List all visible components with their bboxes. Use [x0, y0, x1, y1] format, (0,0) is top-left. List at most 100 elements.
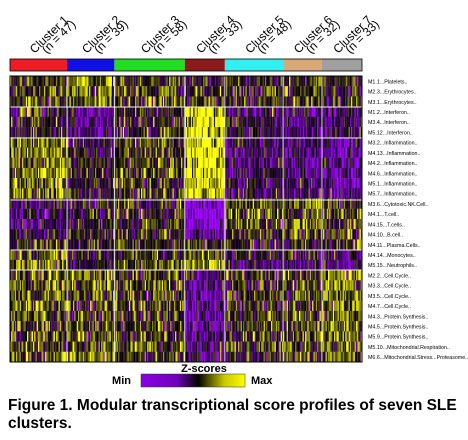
heatmap-cell [244, 157, 246, 169]
heatmap-cell [64, 96, 66, 107]
heatmap-cell [115, 96, 117, 107]
heatmap-cell [302, 219, 304, 230]
heatmap-cell [58, 198, 60, 209]
heatmap-cell [120, 198, 122, 209]
heatmap-cell [25, 208, 28, 220]
heatmap-cell [88, 188, 91, 199]
heatmap-cell [209, 188, 211, 199]
heatmap-cell [183, 106, 185, 117]
heatmap-cell [20, 157, 23, 169]
heatmap-cell [336, 147, 338, 158]
heatmap-cell [318, 167, 320, 179]
heatmap-cell [29, 167, 31, 179]
heatmap-cell [270, 198, 273, 209]
heatmap-cell [84, 157, 86, 169]
heatmap-cell [253, 157, 256, 169]
heatmap-cell [92, 147, 94, 158]
heatmap-cell [71, 106, 74, 117]
heatmap-cell [175, 86, 177, 97]
heatmap-cell [52, 178, 54, 189]
heatmap-cell [348, 198, 351, 209]
heatmap-cell [144, 116, 147, 128]
heatmap-cell [155, 76, 158, 87]
heatmap-cell [224, 127, 227, 138]
heatmap-cell [210, 147, 212, 158]
heatmap-cell [13, 137, 15, 148]
heatmap-cell [209, 106, 211, 117]
heatmap-cell [138, 188, 141, 199]
heatmap-cell [218, 167, 221, 179]
heatmap-cell [267, 178, 269, 189]
heatmap-cell [308, 116, 310, 128]
heatmap-cell [13, 249, 15, 260]
heatmap-cell [309, 127, 312, 138]
heatmap-cell [11, 147, 13, 158]
heatmap-cell [51, 167, 53, 179]
heatmap-cell [266, 157, 268, 169]
heatmap-cell [178, 178, 181, 189]
heatmap-cell [102, 86, 104, 97]
heatmap-cell [133, 219, 136, 230]
heatmap-cell [97, 239, 99, 250]
heatmap-cell [144, 147, 147, 158]
heatmap-cell [170, 127, 172, 138]
heatmap-cell [81, 229, 83, 240]
heatmap-cell [358, 116, 360, 128]
heatmap-cell [340, 147, 342, 158]
heatmap-cell [347, 86, 349, 97]
heatmap-cell [145, 178, 148, 189]
heatmap-cell [13, 127, 15, 138]
heatmap-cell [161, 157, 164, 169]
heatmap-cell [36, 198, 39, 209]
heatmap-cell [234, 229, 236, 240]
heatmap-cell [29, 239, 31, 250]
heatmap-cell [119, 116, 121, 128]
heatmap-cell [96, 76, 98, 87]
heatmap-cell [330, 116, 332, 128]
heatmap-cell [160, 219, 162, 230]
heatmap-cell [205, 76, 207, 87]
heatmap-cell [71, 76, 74, 87]
heatmap-cell [334, 188, 336, 199]
heatmap-cell [12, 137, 14, 148]
heatmap-cell [306, 137, 308, 148]
heatmap-cell [292, 198, 295, 209]
heatmap-cell [262, 137, 264, 148]
heatmap-cell [298, 188, 301, 199]
heatmap-cell [230, 208, 233, 220]
heatmap-cell [161, 106, 164, 117]
heatmap-cell [328, 157, 330, 169]
heatmap-cell [73, 167, 75, 179]
heatmap-cell [355, 239, 358, 250]
heatmap-cell [201, 178, 204, 189]
heatmap-cell [245, 208, 247, 220]
heatmap-cell [119, 137, 121, 148]
heatmap-cell [75, 219, 77, 230]
heatmap-cell [42, 106, 45, 117]
heatmap-cell [148, 127, 150, 138]
heatmap-cell [221, 76, 223, 87]
heatmap-cell [326, 178, 329, 189]
heatmap-cell [261, 167, 263, 179]
heatmap-cell [279, 147, 281, 158]
heatmap-cell [263, 239, 266, 250]
heatmap-cell [295, 239, 297, 250]
heatmap-cell [177, 208, 179, 220]
heatmap-cell [234, 86, 236, 97]
heatmap-cell [18, 127, 20, 138]
heatmap-cell [138, 86, 141, 97]
heatmap-cell [308, 76, 310, 87]
heatmap-cell [291, 86, 293, 97]
heatmap-cell [246, 229, 249, 240]
heatmap-cell [99, 127, 102, 138]
heatmap-cell [187, 208, 189, 220]
heatmap-cell [219, 157, 222, 169]
heatmap-cell [187, 188, 189, 199]
heatmap-cell [195, 239, 198, 250]
heatmap-cell [80, 157, 82, 169]
heatmap-cell [94, 229, 97, 240]
heatmap-cell [166, 208, 168, 220]
heatmap-cell [340, 239, 342, 250]
heatmap-cell [243, 137, 245, 148]
heatmap-cell [28, 178, 30, 189]
